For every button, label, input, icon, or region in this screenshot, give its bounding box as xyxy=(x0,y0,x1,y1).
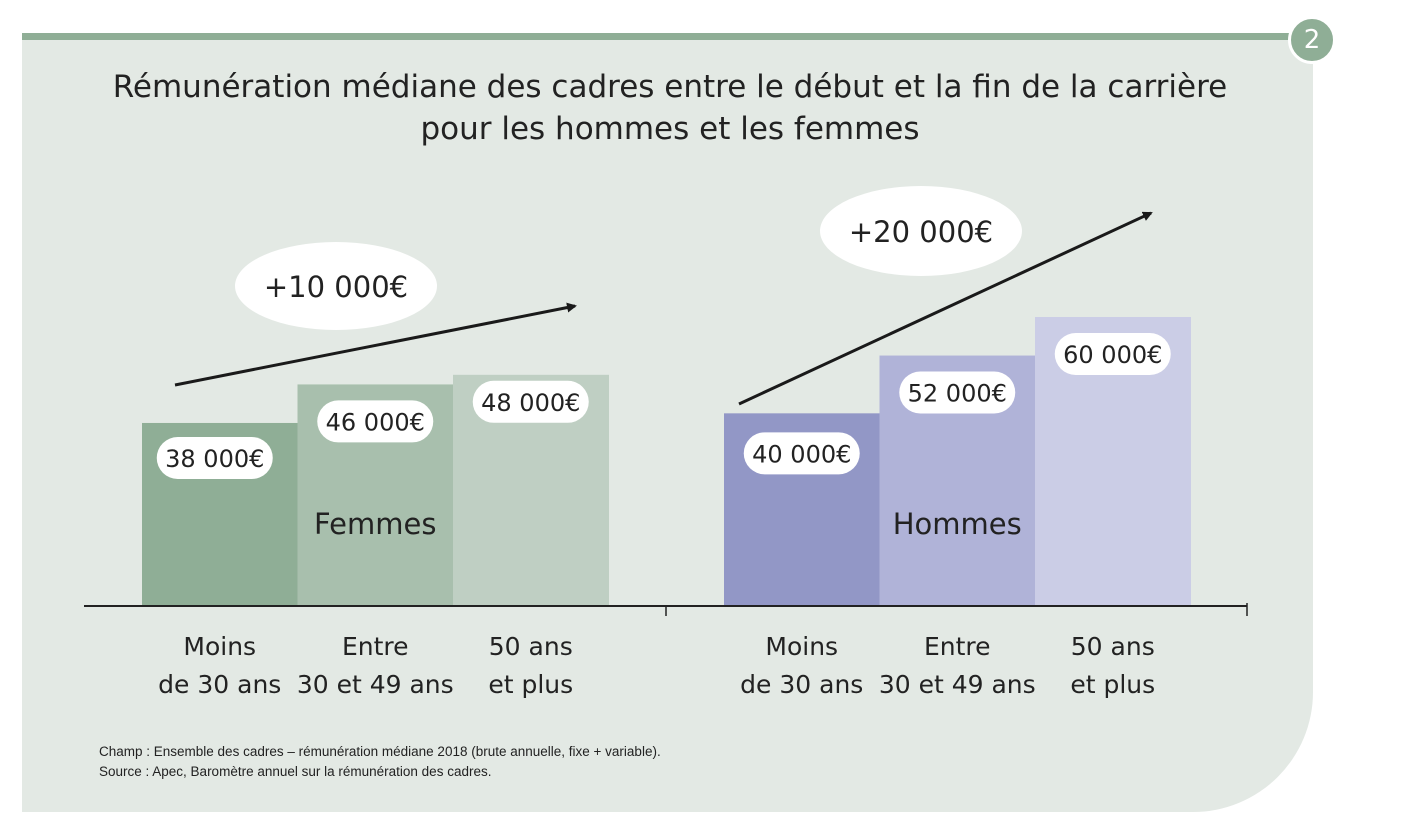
value-label-femmes-2: 48 000€ xyxy=(481,389,580,417)
category-label-femmes-0-line-1: de 30 ans xyxy=(158,670,281,699)
value-label-pill-femmes-1 xyxy=(317,400,434,443)
value-label-pill-hommes-2 xyxy=(1054,333,1171,375)
series-label-femmes: Femmes xyxy=(314,507,436,541)
category-label-femmes-2-line-1: et plus xyxy=(488,670,573,699)
value-label-pill-femmes-0 xyxy=(156,436,273,479)
category-label-hommes-2-line-1: et plus xyxy=(1070,670,1155,699)
figure-number-badge: 2 xyxy=(1288,16,1336,64)
category-label-hommes-2-line-0: 50 ans xyxy=(1071,632,1155,661)
value-label-hommes-1: 52 000€ xyxy=(908,380,1007,408)
top-rule xyxy=(22,33,1292,40)
chart-notes: Champ : Ensemble des cadres – rémunérati… xyxy=(99,742,661,782)
category-label-hommes-1-line-1: 30 et 49 ans xyxy=(879,670,1036,699)
value-label-femmes-1: 46 000€ xyxy=(326,408,425,436)
category-label-femmes-0-line-0: Moins xyxy=(183,632,256,661)
series-label-hommes: Hommes xyxy=(893,507,1022,541)
value-label-hommes-0: 40 000€ xyxy=(752,440,851,468)
increase-label-femmes: +10 000€ xyxy=(264,270,408,304)
category-label-hommes-0-line-0: Moins xyxy=(765,632,838,661)
value-label-hommes-2: 60 000€ xyxy=(1063,341,1162,369)
value-label-femmes-0: 38 000€ xyxy=(165,445,264,473)
value-label-pill-hommes-0 xyxy=(743,432,860,475)
trend-arrow-femmes xyxy=(174,302,577,387)
category-label-hommes-0-line-1: de 30 ans xyxy=(740,670,863,699)
category-label-femmes-1-line-0: Entre xyxy=(342,632,409,661)
category-label-femmes-1-line-1: 30 et 49 ans xyxy=(297,670,454,699)
category-label-hommes-1-line-0: Entre xyxy=(924,632,991,661)
chart-title-line-2: pour les hommes et les femmes xyxy=(420,111,920,147)
chart-title: Rémunération médiane des cadres entre le… xyxy=(100,66,1240,150)
increase-label-hommes: +20 000€ xyxy=(849,215,993,249)
value-label-pill-femmes-2 xyxy=(472,380,589,423)
category-label-femmes-2-line-0: 50 ans xyxy=(489,632,573,661)
source-note: Source : Apec, Baromètre annuel sur la r… xyxy=(99,764,492,779)
champ-note: Champ : Ensemble des cadres – rémunérati… xyxy=(99,744,661,759)
value-label-pill-hommes-1 xyxy=(899,371,1016,414)
increase-bubble-hommes xyxy=(820,186,1022,276)
increase-bubble-femmes xyxy=(235,242,437,330)
chart-title-line-1: Rémunération médiane des cadres entre le… xyxy=(112,69,1228,105)
trend-arrow-hommes xyxy=(738,211,1153,406)
